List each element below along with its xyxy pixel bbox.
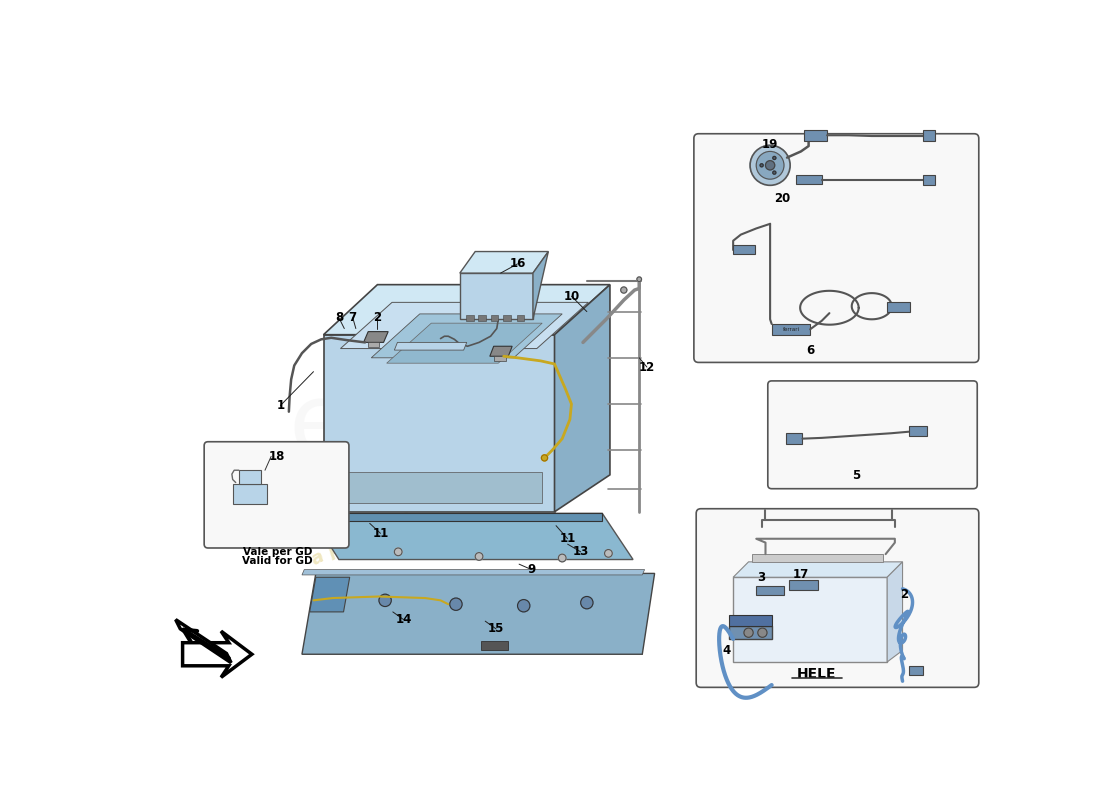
Polygon shape: [387, 323, 542, 363]
Circle shape: [581, 597, 593, 609]
Circle shape: [475, 553, 483, 560]
Polygon shape: [183, 631, 252, 678]
Circle shape: [744, 628, 754, 638]
FancyBboxPatch shape: [696, 509, 979, 687]
Polygon shape: [372, 314, 562, 358]
Polygon shape: [466, 315, 474, 321]
Circle shape: [450, 598, 462, 610]
Polygon shape: [310, 514, 634, 559]
Text: 3: 3: [757, 570, 764, 584]
Polygon shape: [233, 484, 267, 504]
Text: 8: 8: [334, 311, 343, 324]
Text: europ: europ: [288, 378, 578, 475]
Polygon shape: [490, 346, 513, 356]
Circle shape: [605, 550, 613, 558]
Polygon shape: [494, 356, 506, 361]
Circle shape: [541, 455, 548, 461]
Polygon shape: [729, 626, 772, 639]
Polygon shape: [323, 285, 609, 334]
Text: 1: 1: [276, 399, 285, 412]
Circle shape: [378, 594, 392, 606]
Polygon shape: [478, 315, 486, 321]
Text: 11: 11: [560, 532, 575, 546]
Polygon shape: [554, 285, 609, 512]
Polygon shape: [323, 334, 554, 512]
Polygon shape: [341, 302, 588, 349]
Text: 16: 16: [509, 258, 526, 270]
Text: 6: 6: [806, 344, 814, 357]
Circle shape: [637, 277, 641, 282]
Polygon shape: [363, 332, 388, 342]
Circle shape: [760, 164, 763, 167]
Polygon shape: [239, 470, 261, 484]
Text: 11: 11: [373, 527, 388, 540]
Circle shape: [620, 287, 627, 293]
Text: Vale per GD: Vale per GD: [243, 547, 312, 557]
Polygon shape: [733, 578, 887, 662]
Text: 19: 19: [762, 138, 779, 151]
Polygon shape: [301, 574, 654, 654]
Polygon shape: [503, 315, 510, 321]
Polygon shape: [887, 562, 902, 662]
Text: 12: 12: [639, 361, 654, 374]
Text: Valid for GD: Valid for GD: [242, 556, 312, 566]
Text: 13: 13: [573, 546, 588, 558]
Text: 9: 9: [527, 563, 536, 576]
Text: 17: 17: [793, 569, 808, 582]
Text: 15: 15: [487, 622, 504, 635]
Polygon shape: [517, 315, 525, 321]
Text: 14: 14: [395, 613, 411, 626]
Text: 5: 5: [852, 469, 860, 482]
Text: HELE: HELE: [796, 666, 836, 681]
Circle shape: [773, 157, 776, 159]
Polygon shape: [789, 579, 818, 590]
Text: 2: 2: [373, 311, 382, 324]
Polygon shape: [909, 666, 923, 675]
Polygon shape: [395, 342, 466, 350]
Text: 2: 2: [900, 589, 909, 602]
Polygon shape: [772, 324, 810, 334]
Polygon shape: [757, 586, 784, 595]
Circle shape: [750, 146, 790, 186]
Polygon shape: [804, 130, 827, 141]
Circle shape: [518, 599, 530, 612]
Text: 20: 20: [774, 192, 791, 205]
Polygon shape: [923, 175, 935, 185]
Polygon shape: [176, 619, 231, 662]
Circle shape: [559, 554, 566, 562]
Polygon shape: [729, 615, 772, 626]
Polygon shape: [733, 245, 755, 254]
Polygon shape: [368, 342, 378, 347]
Text: 7: 7: [349, 311, 356, 324]
Polygon shape: [909, 426, 927, 436]
FancyBboxPatch shape: [768, 381, 977, 489]
Polygon shape: [460, 251, 548, 273]
Circle shape: [773, 171, 776, 174]
Polygon shape: [337, 472, 542, 502]
Text: ferrari: ferrari: [782, 327, 800, 332]
Polygon shape: [785, 434, 803, 444]
Polygon shape: [752, 554, 883, 562]
Text: 4: 4: [723, 644, 732, 657]
Polygon shape: [301, 570, 645, 575]
Circle shape: [766, 161, 774, 170]
Text: 18: 18: [270, 450, 286, 463]
Circle shape: [757, 151, 784, 179]
Polygon shape: [310, 514, 603, 521]
Text: 10: 10: [563, 290, 580, 302]
FancyBboxPatch shape: [205, 442, 349, 548]
Polygon shape: [460, 273, 534, 319]
Polygon shape: [887, 302, 911, 311]
Polygon shape: [534, 251, 548, 319]
Circle shape: [394, 548, 403, 556]
Polygon shape: [310, 578, 350, 612]
Polygon shape: [796, 175, 823, 184]
Circle shape: [758, 628, 767, 638]
Text: a passion for parts since 1985: a passion for parts since 1985: [309, 409, 587, 569]
Polygon shape: [733, 562, 902, 578]
FancyBboxPatch shape: [694, 134, 979, 362]
Polygon shape: [923, 130, 935, 141]
Polygon shape: [491, 315, 498, 321]
Polygon shape: [481, 641, 508, 650]
